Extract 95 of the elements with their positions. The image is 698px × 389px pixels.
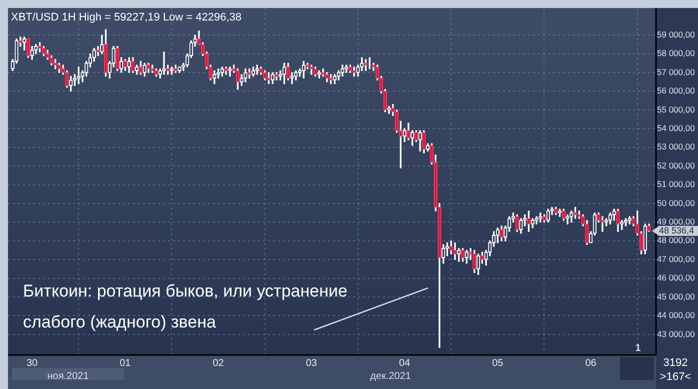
candlestick <box>270 72 274 84</box>
annotation: Биткоин: ротация быков, или устранение слабого (жадного) звена <box>23 282 348 332</box>
candlestick <box>387 106 391 114</box>
candlestick <box>224 66 228 75</box>
candlestick <box>248 68 252 78</box>
candlestick <box>290 72 294 84</box>
candlestick <box>476 254 480 275</box>
y-tick-label: 46 000,00 <box>657 272 696 283</box>
candlestick <box>220 66 224 77</box>
candlestick <box>643 224 647 254</box>
candlestick <box>317 70 322 78</box>
y-tick-label: 55 000,00 <box>657 104 696 114</box>
text: дек.2021 <box>370 370 412 382</box>
candlestick <box>244 68 248 82</box>
text: >167< <box>660 371 692 384</box>
candlestick <box>542 214 546 223</box>
candlestick <box>612 208 616 221</box>
y-tick-label: 54 000,00 <box>657 123 696 133</box>
candlestick <box>310 64 314 75</box>
candlestick <box>526 210 531 232</box>
x-tick-label: 30 <box>26 358 38 369</box>
x-tick-label: 01 <box>120 358 132 369</box>
x-tick-label: 02 <box>212 358 224 369</box>
candlestick <box>123 59 128 71</box>
candlestick <box>348 64 352 73</box>
candlestick <box>302 60 306 78</box>
candlestick <box>566 214 570 224</box>
candlestick <box>116 46 120 71</box>
x-tick-label: 05 <box>492 358 504 369</box>
candlestick <box>131 57 135 73</box>
candlestick <box>263 70 267 80</box>
chart-title: XBT/USD 1H High = 59227,19 Low = 42296,38 <box>11 12 242 24</box>
y-tick-label: 49 000,00 <box>657 216 696 227</box>
candlestick <box>100 34 104 54</box>
y-tick-label: 59 000,00 <box>657 29 696 40</box>
y-tick-label: 43 000,00 <box>657 328 696 339</box>
candlestick <box>546 208 550 223</box>
candlestick <box>500 226 504 242</box>
candlestick <box>410 130 414 146</box>
y-tick-label: 45 000,00 <box>657 291 696 302</box>
candlestick <box>562 208 566 221</box>
text: 3192 <box>663 357 688 370</box>
candlestick <box>426 143 430 152</box>
y-tick-label: 52 000,00 <box>657 160 696 170</box>
candlestick <box>515 214 519 232</box>
y-tick-label: 50 000,00 <box>657 198 696 208</box>
candlestick <box>212 70 216 84</box>
candlestick <box>146 62 150 73</box>
candlestick <box>453 242 457 260</box>
candlestick <box>519 218 523 234</box>
candlestick <box>134 64 139 75</box>
candlestick <box>22 36 26 50</box>
y-tick-label: 51 000,00 <box>657 179 696 190</box>
text: 48 536,4 <box>659 225 694 236</box>
x-tick-label: 03 <box>306 358 318 369</box>
candlestick <box>162 52 166 75</box>
candlestick <box>534 216 538 224</box>
candlestick <box>472 250 476 274</box>
candlestick <box>26 38 30 58</box>
candlestick <box>325 72 329 82</box>
x-tick-label: 06 <box>585 358 597 369</box>
y-tick-label: 53 000,00 <box>657 142 696 152</box>
candlestick <box>228 66 232 77</box>
candlestick <box>570 210 574 223</box>
candlestick <box>69 76 73 92</box>
candlestick <box>340 64 344 77</box>
y-tick-label: 47 000,00 <box>657 254 696 264</box>
y-tick-label: 48 000,00 <box>657 235 696 246</box>
candlestick <box>30 46 34 60</box>
annotation: 1 <box>635 342 642 354</box>
candlestick <box>104 29 108 77</box>
candlestick <box>442 244 446 264</box>
candlestick <box>457 248 461 262</box>
text: ноя.2021 <box>47 370 90 382</box>
candlestick <box>57 62 62 73</box>
y-tick-label: 58 000,00 <box>657 48 696 58</box>
y-tick-label: 56 000,00 <box>657 86 696 96</box>
candlestick <box>332 74 337 84</box>
candlestick <box>600 216 604 232</box>
y-tick-label: 57 000,00 <box>657 66 696 77</box>
candlestick <box>286 62 290 80</box>
candlestick <box>142 62 146 77</box>
y-tick-label: 44 000,00 <box>657 310 696 320</box>
candlestick <box>294 70 298 80</box>
candlestick <box>538 212 542 223</box>
candlestick <box>530 218 534 228</box>
candlestick <box>422 130 426 154</box>
candlestick <box>402 128 406 142</box>
candlestick <box>96 46 100 56</box>
candlestick <box>274 72 278 80</box>
candlestick <box>616 208 620 232</box>
x-tick-label: 04 <box>399 358 411 369</box>
candlestick <box>127 57 131 73</box>
candlestick <box>138 60 143 75</box>
candlestick <box>178 66 182 73</box>
